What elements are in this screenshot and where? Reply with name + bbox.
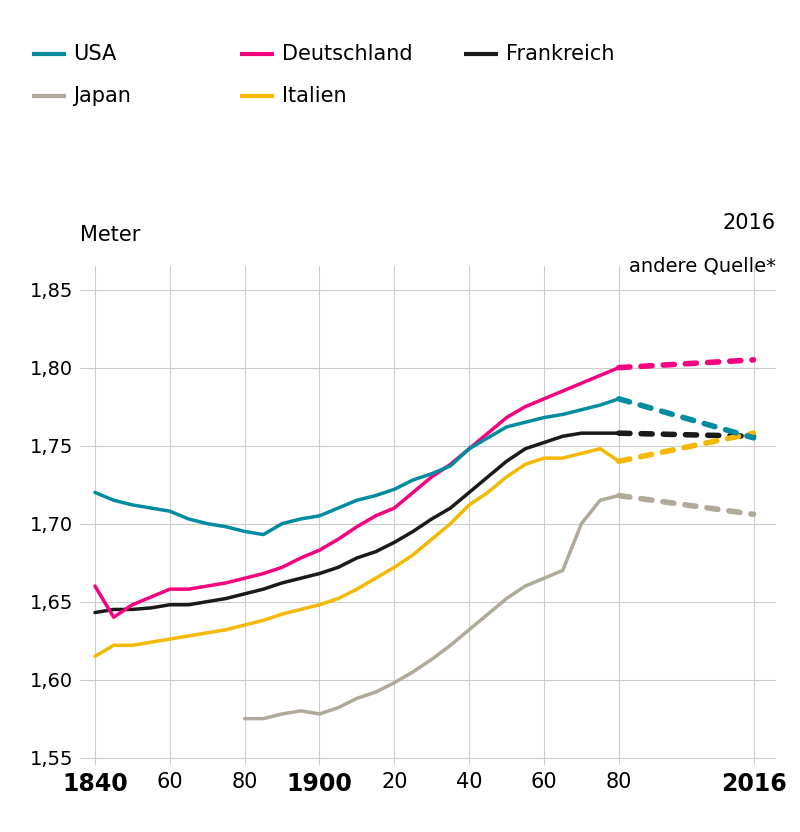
Text: Deutschland: Deutschland [282, 44, 412, 64]
Text: Meter: Meter [80, 225, 140, 245]
Text: Italien: Italien [282, 86, 346, 106]
Text: USA: USA [74, 44, 117, 64]
Text: andere Quelle*: andere Quelle* [629, 256, 776, 275]
Text: 2016: 2016 [723, 213, 776, 233]
Text: Frankreich: Frankreich [506, 44, 614, 64]
Text: Japan: Japan [74, 86, 131, 106]
